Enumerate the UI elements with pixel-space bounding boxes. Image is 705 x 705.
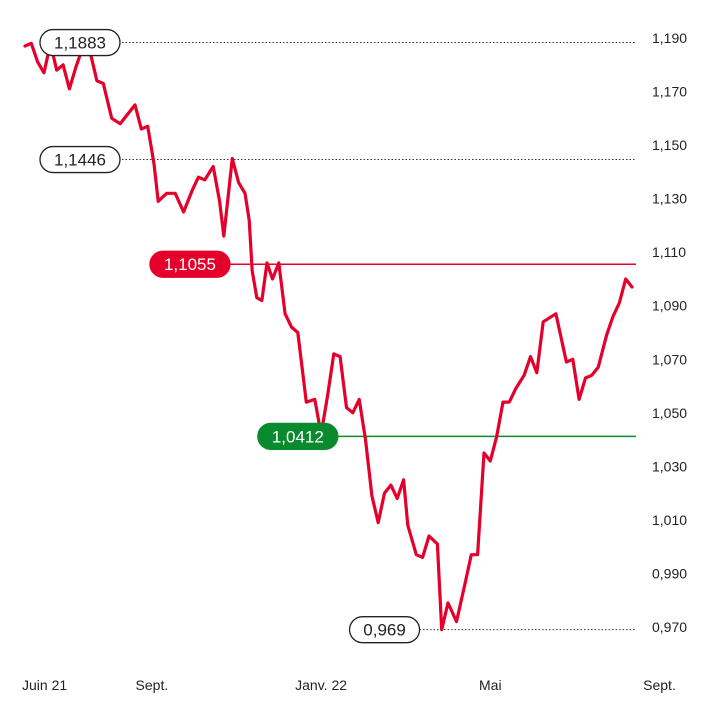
series-layer <box>23 41 634 632</box>
reference-label-4: 0,969 <box>348 616 421 644</box>
y-tick-label: 1,190 <box>652 30 687 46</box>
y-tick-label: 1,090 <box>652 298 687 314</box>
reference-label-1: 1,1446 <box>39 145 121 174</box>
x-tick-label: Janv. 22 <box>295 677 347 693</box>
reference-label-pill <box>348 616 421 644</box>
reference-label-pill <box>39 145 121 174</box>
reference-label-0: 1,1883 <box>39 28 121 57</box>
reference-label-text: 1,0412 <box>272 427 324 446</box>
y-tick-label: 1,130 <box>652 191 687 207</box>
reference-label-2: 1,1055 <box>149 250 231 278</box>
reference-label-text: 0,969 <box>363 621 406 640</box>
y-tick-label: 1,150 <box>652 137 687 153</box>
y-tick-label: 1,070 <box>652 351 687 367</box>
x-tick-label: Sept. <box>643 677 676 693</box>
x-tick-label: Sept. <box>136 677 169 693</box>
x-tick-label: Mai <box>479 677 502 693</box>
y-tick-label: 1,010 <box>652 512 687 528</box>
reference-label-pill <box>39 28 121 57</box>
y-axis: 1,190 1,170 1,150 1,130 1,110 1,090 1,070 1,050… <box>652 30 687 635</box>
reference-label-3: 1,0412 <box>257 422 339 451</box>
reference-label-pill <box>149 250 231 278</box>
y-tick-label: 0,990 <box>652 565 687 581</box>
reference-lines <box>79 42 636 631</box>
y-tick-label: 1,170 <box>652 84 687 100</box>
y-tick-label: 1,050 <box>652 405 687 421</box>
reference-label-text: 1,1446 <box>54 151 106 170</box>
reference-label-text: 1,1055 <box>164 255 216 274</box>
y-tick-label: 1,110 <box>652 244 686 260</box>
x-tick-label: Juin 21 <box>22 677 67 693</box>
y-tick-label: 1,030 <box>652 458 687 474</box>
reference-label-text: 1,1883 <box>54 34 106 53</box>
reference-labels: 1,1883 1,1446 1,1055 1,0412 0,969 <box>39 28 421 644</box>
y-tick-label: 0,970 <box>652 619 687 635</box>
reference-label-pill <box>257 422 339 451</box>
series-line-0 <box>23 41 634 632</box>
